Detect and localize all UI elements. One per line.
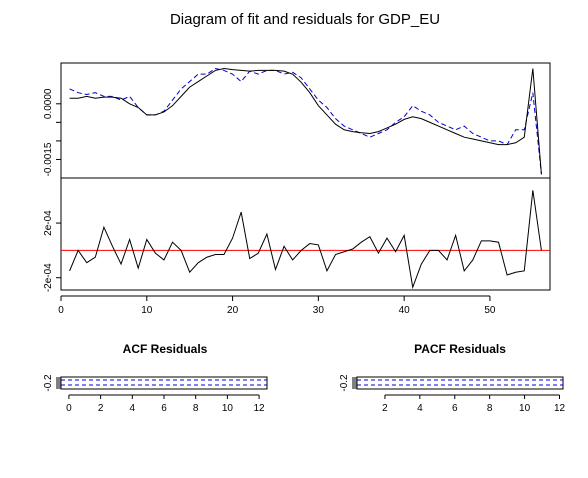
fit-panel-frame: [60, 62, 551, 179]
residual-x-tick-label: 30: [313, 305, 325, 316]
chart-title: Diagram of fit and residuals for GDP_EU: [170, 11, 440, 28]
pacf-x-tick-label: 8: [487, 403, 493, 414]
fitted-series-line: [69, 68, 542, 175]
acf-y-tick-label: -0.2: [43, 374, 54, 392]
pacf-x-tick-label: 12: [554, 403, 566, 414]
acf-title: ACF Residuals: [123, 342, 208, 356]
residual-x-tick-label: 20: [227, 305, 239, 316]
acf-x-tick-label: 12: [254, 403, 266, 414]
pacf-x-tick-label: 6: [452, 403, 458, 414]
residual-series-line: [69, 190, 542, 290]
residual-x-tick-label: 10: [141, 305, 153, 316]
acf-x-tick-label: 2: [98, 403, 104, 414]
acf-axes: 0 2 4 6 8 10 12 -0.2: [43, 374, 265, 414]
acf-x-tick-label: 8: [193, 403, 199, 414]
acf-x-tick-label: 4: [130, 403, 136, 414]
fit-y-tick-label: 0.0000: [43, 88, 54, 119]
residual-panel-frame: [60, 177, 551, 291]
observed-series-line: [69, 68, 542, 175]
residual-y-tick-label: 2e-04: [43, 210, 54, 236]
pacf-x-tick-label: 2: [382, 403, 388, 414]
fit-lines: [69, 68, 542, 175]
pacf-title: PACF Residuals: [414, 342, 506, 356]
pacf-y-tick-label: -0.2: [339, 374, 350, 392]
acf-x-tick-label: 0: [66, 403, 72, 414]
acf-frame: [60, 376, 268, 390]
residual-x-tick-label: 40: [399, 305, 411, 316]
residual-y-axis: 2e-04 -2e-04: [43, 210, 62, 292]
pacf-x-tick-label: 10: [519, 403, 531, 414]
pacf-x-tick-label: 4: [417, 403, 423, 414]
acf-x-tick-label: 10: [222, 403, 234, 414]
pacf-axes: 2 4 6 8 10 12 -0.2: [339, 374, 566, 414]
residual-line: [69, 190, 542, 290]
acf-x-tick-label: 6: [161, 403, 167, 414]
residual-y-tick-label: -2e-04: [43, 263, 54, 292]
residual-x-tick-label: 50: [484, 305, 496, 316]
residual-x-axis: 0 10 20 30 40 50: [58, 295, 496, 316]
fit-y-axis: 0.0000 -0.0015: [43, 88, 62, 176]
fit-y-tick-label: -0.0015: [43, 142, 54, 176]
residual-x-tick-label: 0: [58, 305, 64, 316]
pacf-frame: [356, 376, 564, 390]
